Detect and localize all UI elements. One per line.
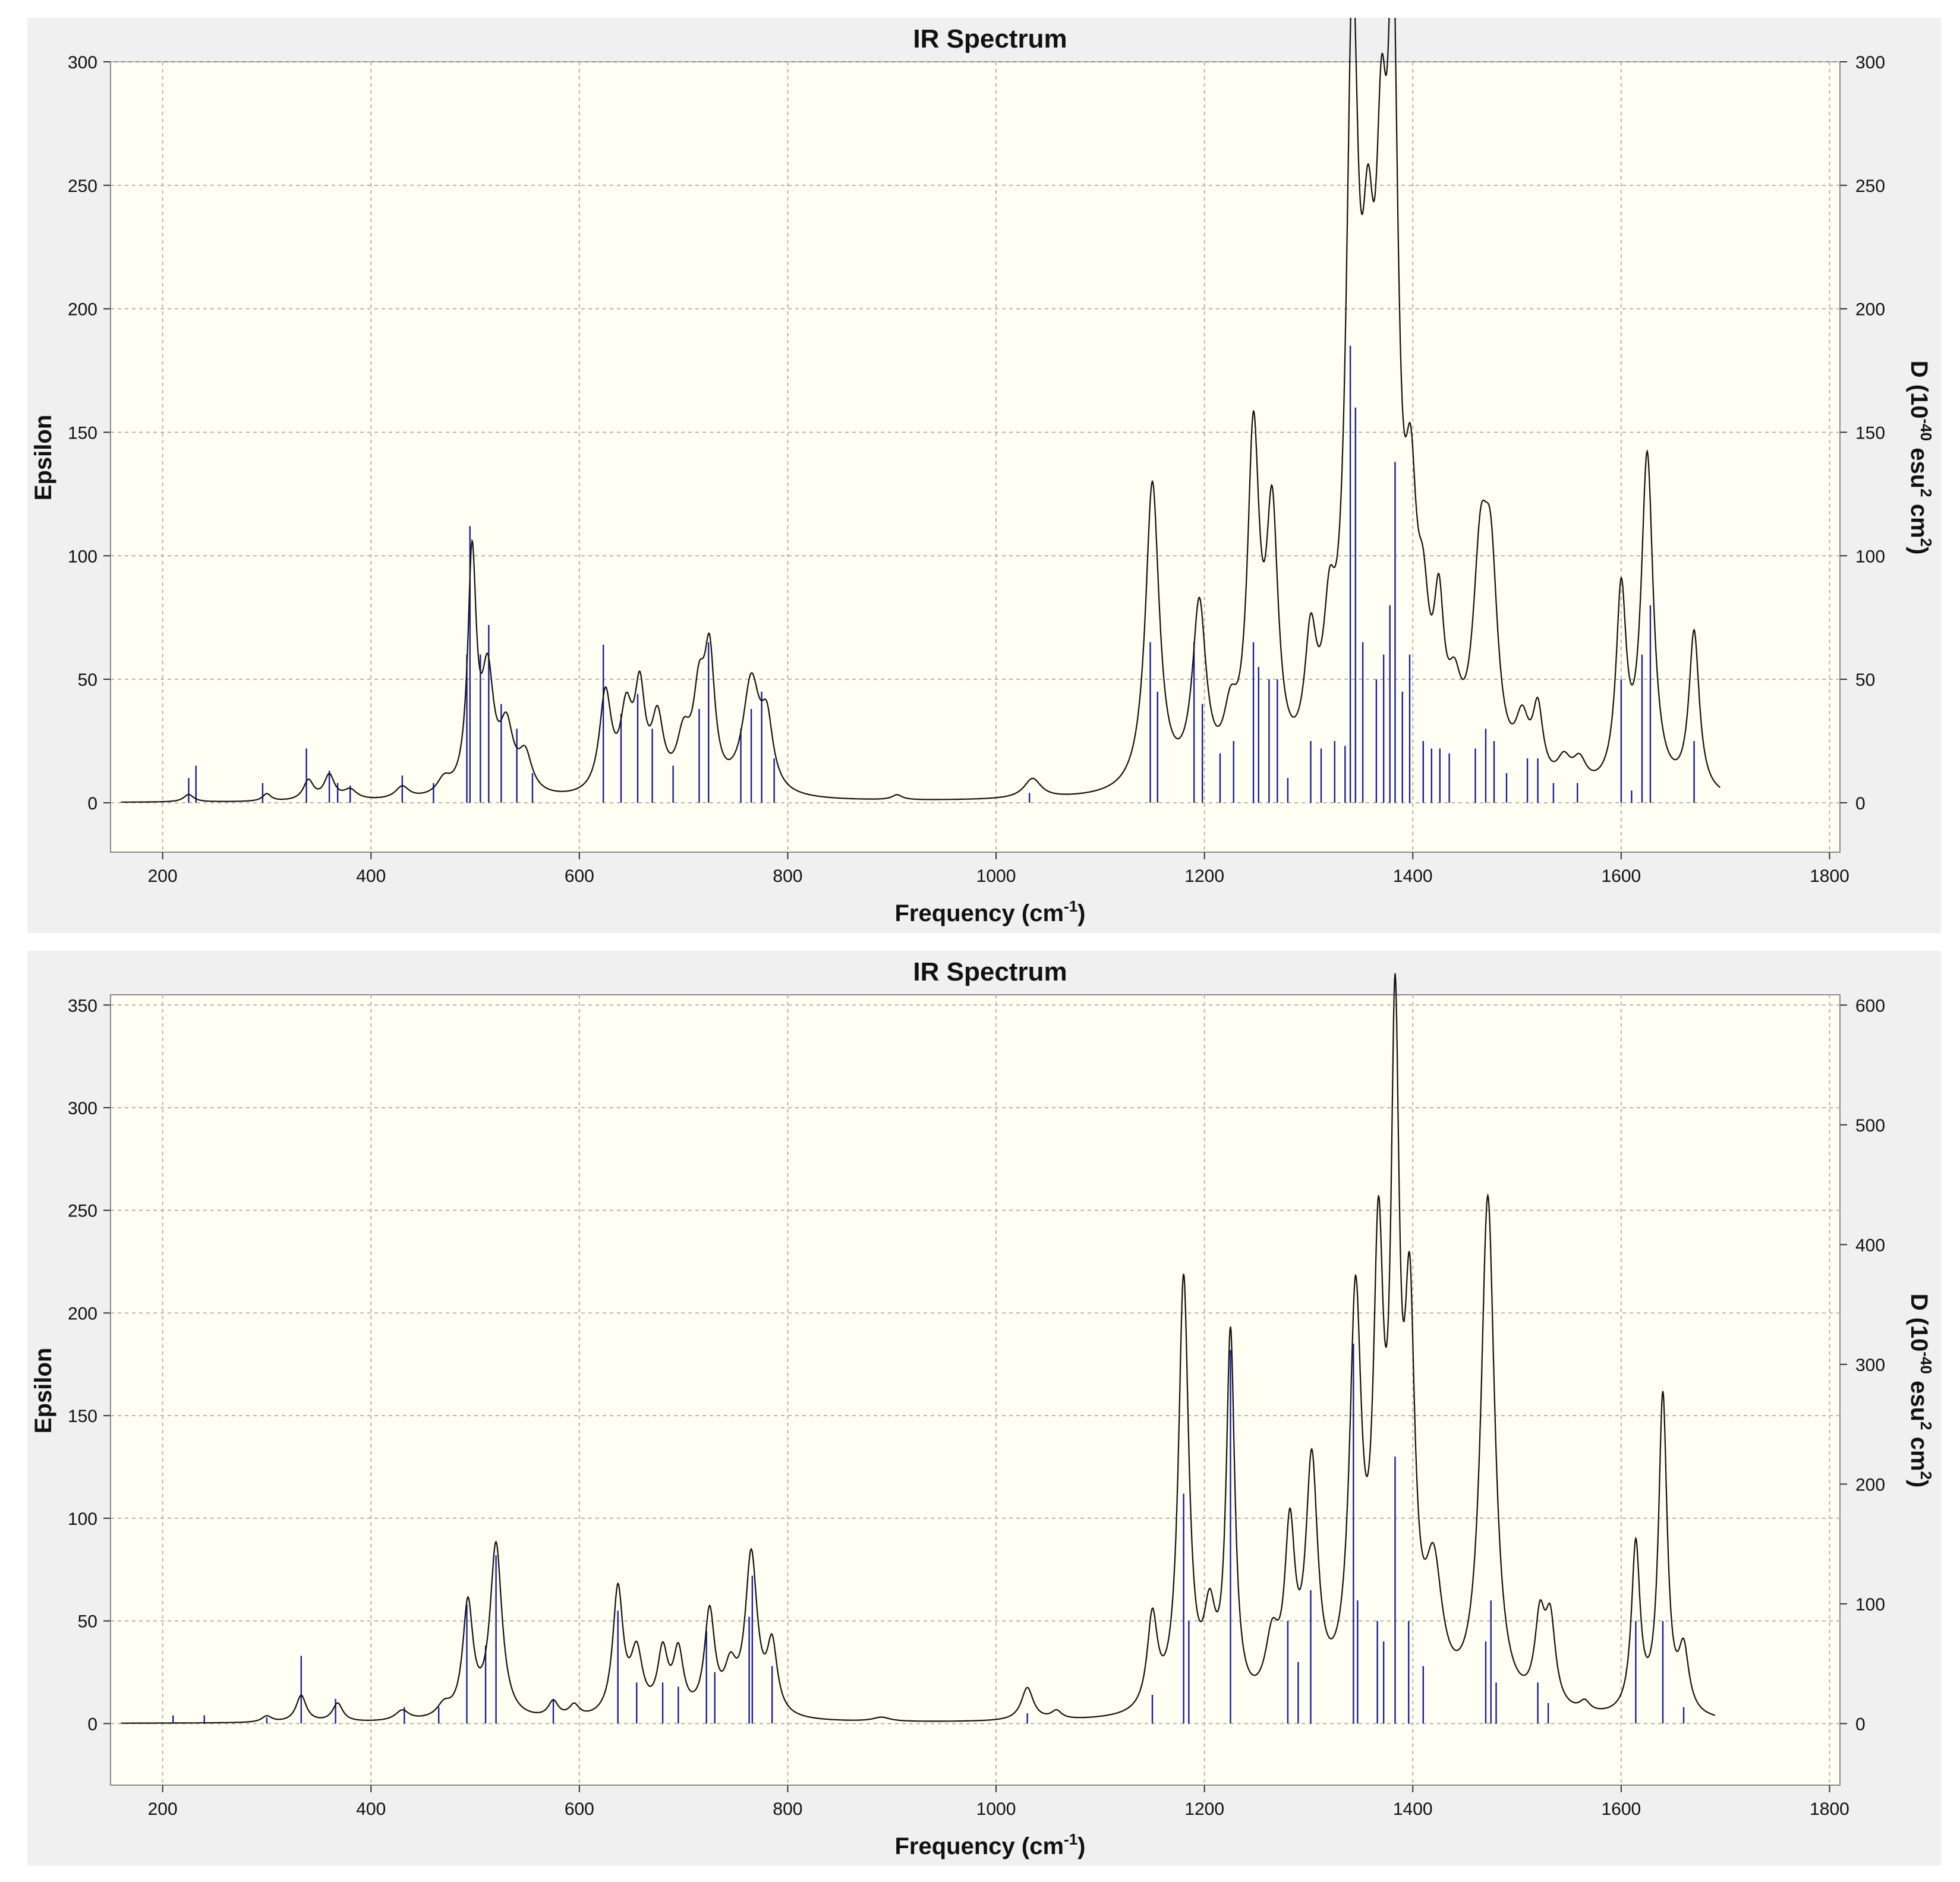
chart-title: IR Spectrum <box>913 957 1067 986</box>
y2-axis-label-c: cm <box>1906 1430 1932 1471</box>
x-tick-label: 200 <box>148 1799 178 1819</box>
y2-axis-label-a: D (10 <box>1906 361 1932 419</box>
y2-axis-label-exp3: 2 <box>1917 538 1935 547</box>
y2-axis-label: D (10-40 esu2 cm2) <box>1906 1294 1935 1488</box>
y-tick-label: 150 <box>68 1407 97 1426</box>
x-tick-label: 1800 <box>1810 1799 1849 1819</box>
x-axis-label-close: ) <box>1077 1833 1085 1859</box>
y-tick-label: 200 <box>68 1304 97 1323</box>
y2-tick-label: 300 <box>1855 53 1885 72</box>
ir-spectrum-chart-1: 200 400 600 800 1000 1200 1400 1600 180005010015… <box>30 18 1935 926</box>
y2-axis-label-d: ) <box>1906 547 1932 554</box>
y2-tick-label: 500 <box>1855 1116 1885 1136</box>
x-tick-label: 1200 <box>1184 866 1224 886</box>
y2-tick-label: 200 <box>1855 1475 1885 1495</box>
x-tick-label: 800 <box>773 1799 802 1819</box>
x-tick-label: 1200 <box>1184 1799 1224 1819</box>
y2-axis-label-d: ) <box>1906 1480 1932 1487</box>
y-tick-label: 100 <box>68 1509 97 1529</box>
y-axis-label: Epsilon <box>30 415 56 500</box>
x-axis-label-main: Frequency (cm <box>895 900 1064 926</box>
y-tick-label: 0 <box>87 794 97 814</box>
y-tick-label: 150 <box>68 423 97 443</box>
y2-axis-label: D (10-40 esu2 cm2) <box>1906 361 1935 555</box>
chart-title: IR Spectrum <box>913 24 1067 53</box>
y2-tick-label: 0 <box>1855 1714 1866 1734</box>
y2-tick-label: 50 <box>1855 670 1875 690</box>
y-axis-label: Epsilon <box>30 1348 56 1433</box>
y-tick-label: 300 <box>68 1099 97 1118</box>
y2-tick-label: 0 <box>1855 794 1866 814</box>
y-tick-label: 350 <box>68 996 97 1016</box>
y2-axis-label-exp3: 2 <box>1917 1471 1935 1480</box>
plot-area <box>110 61 1841 853</box>
y-tick-label: 50 <box>78 670 97 690</box>
x-tick-label: 400 <box>356 1799 386 1819</box>
y-tick-label: 50 <box>78 1612 97 1632</box>
x-axis-label-close: ) <box>1077 900 1085 926</box>
y2-axis-label-exp2: 2 <box>1917 1421 1935 1430</box>
y-tick-label: 250 <box>68 176 97 196</box>
ir-spectrum-panel-2: 200 400 600 800 1000 1200 1400 1600 1800 0 50 100 15… <box>27 951 1941 1866</box>
ir-spectrum-chart-2: 200 400 600 800 1000 1200 1400 1600 180005010015… <box>30 957 1935 1859</box>
x-tick-label: 1000 <box>976 1799 1016 1819</box>
x-tick-label: 800 <box>773 866 802 886</box>
x-tick-label: 1400 <box>1393 866 1433 886</box>
y-tick-label: 0 <box>87 1714 97 1734</box>
x-tick-label: 1800 <box>1810 866 1849 886</box>
y2-axis-label-exp1: -40 <box>1917 418 1935 441</box>
y-tick-label: 200 <box>68 300 97 320</box>
y2-axis-label-exp1: -40 <box>1917 1351 1935 1374</box>
y2-tick-label: 200 <box>1855 300 1885 320</box>
x-tick-label: 400 <box>356 866 386 886</box>
y2-tick-label: 100 <box>1855 1595 1885 1615</box>
x-tick-label: 1400 <box>1393 1799 1433 1819</box>
x-tick-label: 600 <box>565 1799 594 1819</box>
y2-axis-label-exp2: 2 <box>1917 488 1935 497</box>
y2-tick-label: 250 <box>1855 176 1885 196</box>
y2-axis-label-b: esu <box>1906 1374 1932 1421</box>
y2-axis-label-a: D (10 <box>1906 1294 1932 1352</box>
y2-tick-label: 150 <box>1855 423 1885 443</box>
spectrum-curve <box>121 973 1715 1724</box>
x-tick-label: 200 <box>148 866 178 886</box>
plot-area <box>110 994 1841 1786</box>
x-axis-label: Frequency (cm-1) <box>895 897 1086 926</box>
y2-tick-label: 300 <box>1855 1355 1885 1375</box>
y2-tick-label: 100 <box>1855 547 1885 566</box>
y-tick-label: 250 <box>68 1202 97 1221</box>
x-axis-label-exponent: -1 <box>1064 897 1077 915</box>
x-tick-label: 600 <box>565 866 594 886</box>
x-tick-label: 1000 <box>976 866 1016 886</box>
x-axis-label-exponent: -1 <box>1064 1830 1077 1848</box>
x-axis-label-main: Frequency (cm <box>895 1833 1064 1859</box>
y2-tick-label: 400 <box>1855 1235 1885 1255</box>
y-tick-label: 100 <box>68 547 97 566</box>
y2-tick-label: 600 <box>1855 996 1885 1016</box>
x-tick-label: 1600 <box>1601 1799 1641 1819</box>
x-tick-label: 1600 <box>1601 866 1641 886</box>
y-tick-label: 300 <box>68 53 97 72</box>
y2-axis-label-c: cm <box>1906 497 1932 538</box>
ir-spectrum-panel-1: 200 400 600 800 1000 1200 1400 1600 1800 0 50 100 15… <box>27 18 1941 933</box>
spectrum-curve <box>121 18 1721 803</box>
y2-axis-label-b: esu <box>1906 441 1932 488</box>
x-axis-label: Frequency (cm-1) <box>895 1830 1086 1859</box>
